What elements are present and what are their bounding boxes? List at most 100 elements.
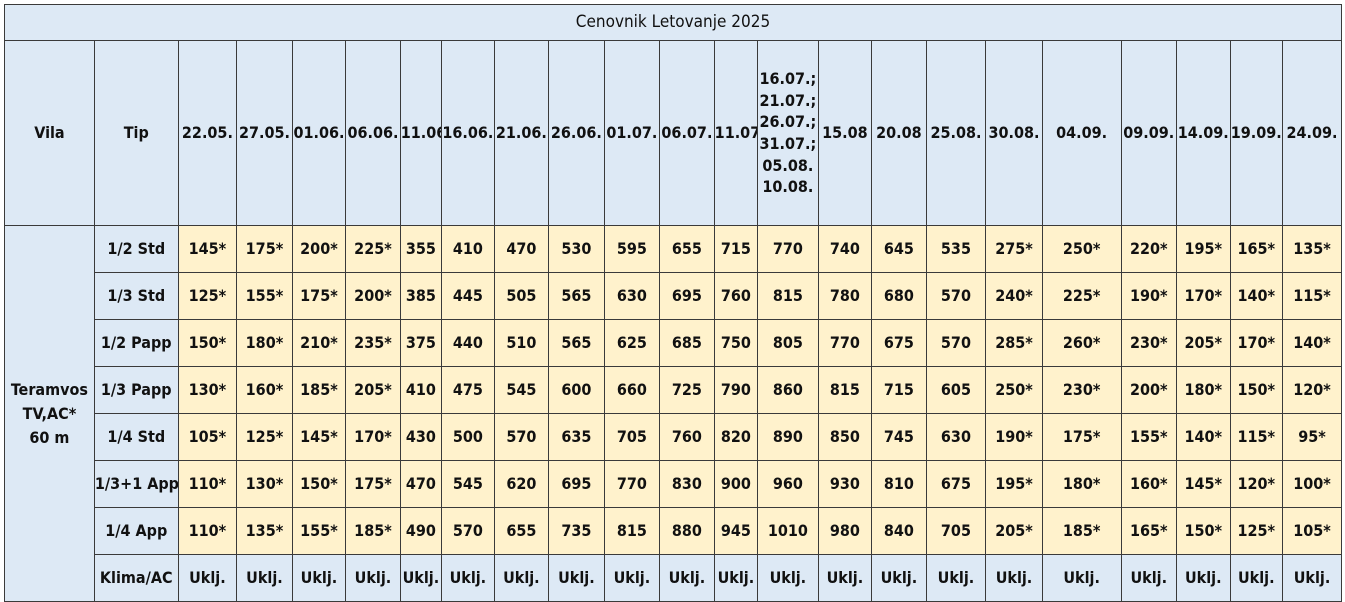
klima-value: Uklj. (817, 554, 873, 602)
price-cell: 225* (1041, 272, 1122, 320)
header-row: Vila Tip 22.05.27.05.01.06.06.06.11.0616… (4, 40, 1342, 226)
price-cell: 175* (291, 272, 347, 320)
price-cell: 285* (985, 319, 1043, 367)
price-cell: 565 (548, 272, 605, 320)
price-cell: 440 (441, 319, 495, 367)
price-cell: 125* (177, 272, 238, 320)
header-date: 19.09. (1229, 40, 1284, 226)
klima-value: Uklj. (757, 554, 819, 602)
price-cell: 565 (548, 319, 605, 367)
price-cell: 110* (177, 507, 238, 555)
price-cell: 740 (817, 225, 873, 273)
header-date: 06.07. (659, 40, 715, 226)
price-cell: 890 (757, 413, 819, 461)
price-cell: 470 (493, 225, 550, 273)
klima-row: Klima/AC Uklj. Uklj. Uklj. Uklj. Uklj. Uklj. Uk… (5, 554, 1342, 602)
room-type: 1/3+1 App (93, 460, 179, 508)
price-cell: 790 (713, 366, 759, 414)
header-date: 09.09. (1120, 40, 1178, 226)
price-cell: 220* (1120, 225, 1178, 273)
price-cell: 160* (1120, 460, 1178, 508)
klima-value: Uklj. (985, 554, 1043, 602)
room-type: 1/2 Std (93, 225, 179, 273)
price-cell: 430 (399, 413, 443, 461)
header-date: 16.06. (441, 40, 495, 226)
price-cell: 570 (441, 507, 495, 555)
price-cell: 630 (603, 272, 661, 320)
header-date: 26.06. (548, 40, 605, 226)
price-cell: 100* (1282, 460, 1342, 508)
price-cell: 170* (1176, 272, 1231, 320)
header-date: 20.08 (871, 40, 927, 226)
price-cell: 570 (925, 319, 987, 367)
table-title: Cenovnik Letovanje 2025 (4, 4, 1342, 41)
price-cell: 170* (1229, 319, 1284, 367)
price-cell: 470 (399, 460, 443, 508)
price-cell: 105* (1282, 507, 1342, 555)
price-cell: 900 (713, 460, 759, 508)
price-cell: 530 (548, 225, 605, 273)
price-cell: 805 (757, 319, 819, 367)
price-cell: 185* (291, 366, 347, 414)
header-date: 22.05. (177, 40, 238, 226)
price-cell: 1010 (757, 507, 819, 555)
table-row: 1/3+1 App 110* 130* 150* 175* 470 545 620 695 770… (5, 460, 1342, 508)
price-cell: 815 (817, 366, 873, 414)
price-cell: 155* (1120, 413, 1178, 461)
price-cell: 410 (441, 225, 495, 273)
header-date: 14.09. (1176, 40, 1231, 226)
price-cell: 205* (345, 366, 401, 414)
table-row: 1/3 Std 125* 155* 175* 200* 385 445 505 565 630 69… (5, 272, 1342, 320)
price-cell: 695 (659, 272, 715, 320)
table-row: 1/4 App 110* 135* 155* 185* 490 570 655 735 815 88… (5, 507, 1342, 555)
price-cell: 545 (441, 460, 495, 508)
header-tip: Tip (93, 40, 179, 226)
price-cell: 570 (925, 272, 987, 320)
price-cell: 760 (713, 272, 759, 320)
price-cell: 725 (659, 366, 715, 414)
price-cell: 445 (441, 272, 495, 320)
price-cell: 95* (1282, 413, 1342, 461)
price-cell: 130* (177, 366, 238, 414)
price-cell: 840 (871, 507, 927, 555)
price-cell: 675 (925, 460, 987, 508)
price-cell: 170* (345, 413, 401, 461)
klima-value: Uklj. (925, 554, 987, 602)
price-cell: 190* (1120, 272, 1178, 320)
price-cell: 145* (177, 225, 238, 273)
price-cell: 235* (345, 319, 401, 367)
price-cell: 110* (177, 460, 238, 508)
price-cell: 175* (1041, 413, 1122, 461)
price-cell: 645 (871, 225, 927, 273)
price-cell: 120* (1282, 366, 1342, 414)
price-cell: 185* (1041, 507, 1122, 555)
price-cell: 140* (1229, 272, 1284, 320)
price-cell: 735 (548, 507, 605, 555)
klima-value: Uklj. (603, 554, 661, 602)
price-cell: 980 (817, 507, 873, 555)
header-date: 01.07. (603, 40, 661, 226)
table-row: 1/3 Papp 130* 160* 185* 205* 410 475 545 600 660 7… (5, 366, 1342, 414)
header-date: 21.06. (493, 40, 550, 226)
header-date: 30.08. (985, 40, 1043, 226)
price-cell: 815 (757, 272, 819, 320)
klima-value: Uklj. (659, 554, 715, 602)
price-cell: 125* (236, 413, 293, 461)
price-cell: 145* (1176, 460, 1231, 508)
price-cell: 490 (399, 507, 443, 555)
price-cell: 185* (345, 507, 401, 555)
price-cell: 705 (925, 507, 987, 555)
price-cell: 810 (871, 460, 927, 508)
price-cell: 200* (345, 272, 401, 320)
price-cell: 715 (713, 225, 759, 273)
price-cell: 860 (757, 366, 819, 414)
price-cell: 195* (1176, 225, 1231, 273)
klima-value: Uklj. (548, 554, 605, 602)
header-date: 16.07.; 21.07.; 26.07.; 31.07.; 05.08. 1… (757, 40, 819, 226)
price-cell: 355 (399, 225, 443, 273)
price-cell: 535 (925, 225, 987, 273)
price-cell: 130* (236, 460, 293, 508)
price-cell: 505 (493, 272, 550, 320)
header-date: 25.08. (925, 40, 987, 226)
table-row: Teramvos TV,AC* 60 m 1/2 Std 145* 175* 200* 2… (4, 225, 1342, 602)
